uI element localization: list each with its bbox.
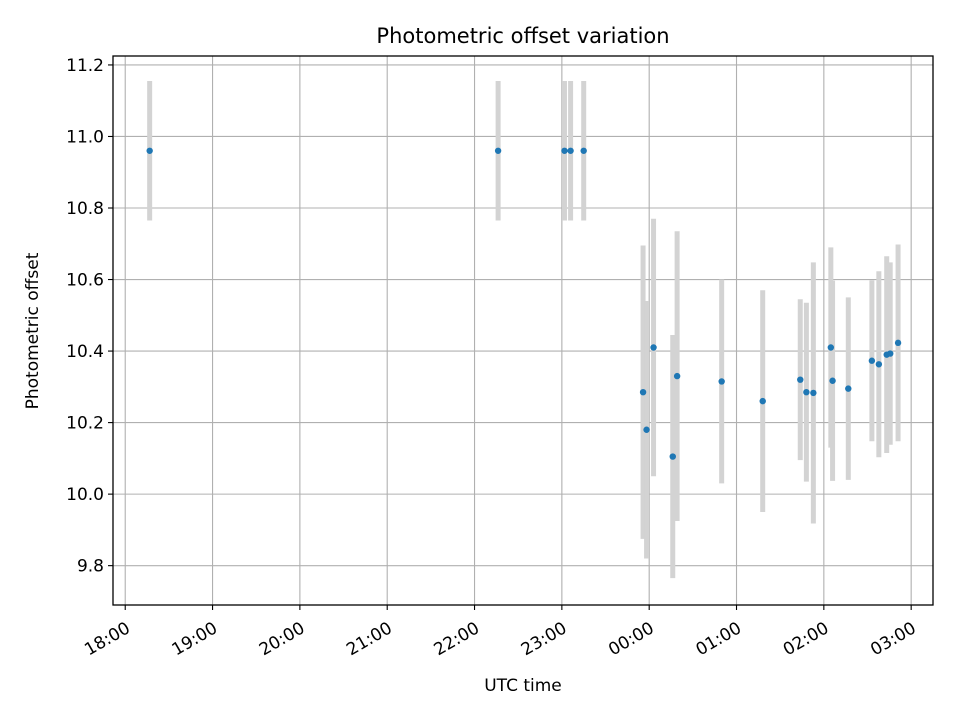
data-point [639,388,647,396]
data-point [797,376,804,383]
x-axis-label: UTC time [484,676,562,696]
data-point [894,339,902,347]
data-point [875,361,883,368]
y-tick-label: 11.0 [66,127,104,147]
data-point [759,397,766,405]
data-point [810,389,817,397]
plot-frame [112,55,934,606]
data-point [829,377,836,384]
data-point [718,378,725,385]
y-tick-label: 10.2 [66,414,104,434]
data-point [673,372,681,380]
data-point [561,147,568,154]
data-points [146,147,902,460]
y-axis-label: Photometric offset [23,252,43,409]
y-tick-label: 9.8 [77,557,104,577]
data-point [146,147,153,154]
data-point [643,426,650,433]
data-point [845,385,852,392]
chart-title: Photometric offset variation [376,24,669,48]
grid [113,56,933,605]
y-axis-ticks: 9.8 10.0 10.2 10.4 10.6 10.8 11.0 11.2 [66,56,113,577]
y-tick-label: 10.0 [66,485,104,505]
data-point [887,350,894,357]
y-tick-label: 10.4 [66,342,104,362]
data-point [494,147,502,154]
data-point [580,147,587,154]
data-point [669,453,676,460]
y-tick-label: 10.8 [66,199,104,219]
data-point [868,357,876,364]
data-point [827,344,835,351]
data-point [650,344,657,351]
data-point [803,388,810,396]
y-tick-label: 11.2 [66,56,104,76]
y-tick-label: 10.6 [66,271,104,291]
data-point [567,147,574,154]
